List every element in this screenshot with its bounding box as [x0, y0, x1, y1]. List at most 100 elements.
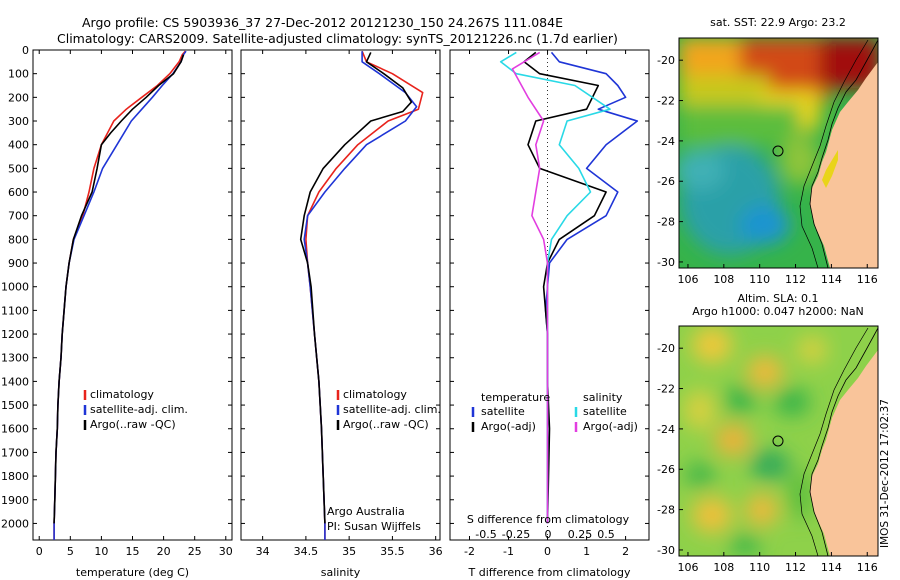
diff-legend-salinity-item: satellite [583, 405, 627, 418]
difference-xtick-label: -1 [503, 545, 514, 558]
sst-map-lon-label: 106 [677, 273, 698, 286]
salinity-xtick-label: 35 [342, 545, 356, 558]
sla-map-lat-label: -26 [657, 463, 675, 476]
header-line-2: Climatology: CARS2009. Satellite-adjuste… [57, 31, 618, 46]
sst-map-lat-label: -20 [657, 54, 675, 67]
difference-xtick-label: 0 [544, 545, 551, 558]
sst-map-frame [678, 37, 879, 269]
depth-tick-label: 0 [22, 44, 29, 57]
depth-tick-label: 600 [8, 186, 29, 199]
diff-top-tick-label: 0.5 [597, 528, 615, 541]
sla-map-frame [678, 325, 879, 557]
sst-map [678, 37, 879, 269]
sla-coastline [809, 327, 879, 557]
diff-legend-temperature-heading: temperature [481, 391, 550, 404]
depth-tick-label: 400 [8, 139, 29, 152]
depth-tick-label: 2000 [1, 517, 29, 530]
sla-map-lat-label: -30 [657, 544, 675, 557]
diff-legend-salinity-item: Argo(-adj) [583, 420, 638, 433]
salinity-xtick-label: 36 [429, 545, 443, 558]
salinity-legend-label: climatology [343, 388, 407, 401]
series-temperature-argo-raw-qc- [53, 54, 185, 524]
diff-top-tick-label: 0 [545, 528, 552, 541]
sla-map-lon-label: 116 [857, 561, 878, 574]
depth-tick-label: 1700 [1, 446, 29, 459]
sla-map-lon-label: 110 [749, 561, 770, 574]
diff-top-tick-label: 0.25 [568, 528, 593, 541]
temperature-xtick-label: 5 [67, 545, 74, 558]
sla-map-title-line-2: Argo h1000: 0.047 h2000: NaN [692, 305, 864, 318]
salinity-xlabel: salinity [321, 566, 361, 579]
sla-map-lon-label: 108 [713, 561, 734, 574]
salinity-xtick-label: 34 [256, 545, 270, 558]
diff-legend-salinity-heading: salinity [583, 391, 623, 404]
depth-tick-label: 1200 [1, 328, 29, 341]
temperature-xtick-label: 30 [219, 545, 233, 558]
sst-map-lat-label: -22 [657, 95, 675, 108]
temperature-legend-label: climatology [90, 388, 154, 401]
pi-label: PI: Susan Wijffels [327, 520, 421, 533]
difference-panel: -2 -1 0 1 2 T difference from climatology [449, 49, 650, 579]
sst-argo-marker [772, 145, 784, 157]
depth-tick-label: 1600 [1, 423, 29, 436]
depth-tick-label: 700 [8, 210, 29, 223]
sst-map-lon-label: 112 [785, 273, 806, 286]
difference-xtick-label: 1 [583, 545, 590, 558]
sla-isobath [799, 327, 869, 557]
series-difference-temperature-satellite [544, 51, 639, 524]
temperature-panel: 0 5 10 15 20 25 300100200300400500600700800900… [1, 44, 233, 579]
temperature-xtick-label: 20 [157, 545, 171, 558]
depth-tick-label: 100 [8, 68, 29, 81]
salinity-frame [240, 49, 441, 541]
depth-tick-label: 1500 [1, 399, 29, 412]
temperature-xtick-label: 25 [188, 545, 202, 558]
depth-tick-label: 1000 [1, 281, 29, 294]
diff-top-tick-label: -0.25 [502, 528, 530, 541]
sla-map [678, 325, 879, 557]
difference-xtick-label: -2 [464, 545, 475, 558]
diff-legend-temperature-item: satellite [481, 405, 525, 418]
temperature-xtick-label: 15 [126, 545, 140, 558]
depth-tick-label: 800 [8, 233, 29, 246]
sla-map-lat-label: -22 [657, 383, 675, 396]
series-difference-salinity-argo-adj- [511, 51, 549, 524]
sla-field [684, 327, 827, 555]
sst-map-lat-label: -26 [657, 175, 675, 188]
temperature-frame [32, 49, 233, 541]
depth-tick-label: 1800 [1, 470, 29, 483]
sst-isobath [799, 39, 869, 269]
sst-map-lon-label: 108 [713, 273, 734, 286]
difference-frame [449, 49, 650, 541]
depth-tick-label: 1300 [1, 352, 29, 365]
depth-tick-label: 1900 [1, 494, 29, 507]
sst-land [810, 38, 878, 268]
series-salinity-satellite-adj-clim- [303, 51, 418, 540]
sst-map-title: sat. SST: 22.9 Argo: 23.2 [710, 16, 846, 29]
sla-map-lat-label: -28 [657, 504, 675, 517]
sst-map-lon-label: 116 [857, 273, 878, 286]
sla-map-lon-label: 112 [785, 561, 806, 574]
sla-map-lat-label: -24 [657, 423, 675, 436]
depth-tick-label: 200 [8, 91, 29, 104]
sla-map-lon-label: 106 [677, 561, 698, 574]
depth-tick-label: 1400 [1, 375, 29, 388]
temperature-xtick-label: 0 [36, 545, 43, 558]
salinity-panel: 34 34.5 35 35.5 36 salinity [240, 49, 443, 579]
temperature-xlabel: temperature (deg C) [76, 566, 189, 579]
sst-coastal-warm [822, 150, 838, 188]
diff-top-xlabel: S difference from climatology [467, 513, 630, 526]
sla-argo-marker [772, 435, 784, 447]
series-temperature-satellite-adj-clim- [53, 50, 187, 540]
sst-coastline [809, 39, 879, 269]
diff-top-tick-label: -0.5 [475, 528, 496, 541]
sst-map-lat-label: -30 [657, 256, 675, 269]
sla-land [810, 326, 878, 556]
sst-map-lon-label: 114 [821, 273, 842, 286]
salinity-legend-label: Argo(..raw -QC) [343, 418, 429, 431]
salinity-xtick-label: 35.5 [380, 545, 405, 558]
depth-tick-label: 300 [8, 115, 29, 128]
temperature-xtick-label: 10 [94, 545, 108, 558]
sst-field [679, 38, 878, 255]
difference-xtick-label: 2 [622, 545, 629, 558]
